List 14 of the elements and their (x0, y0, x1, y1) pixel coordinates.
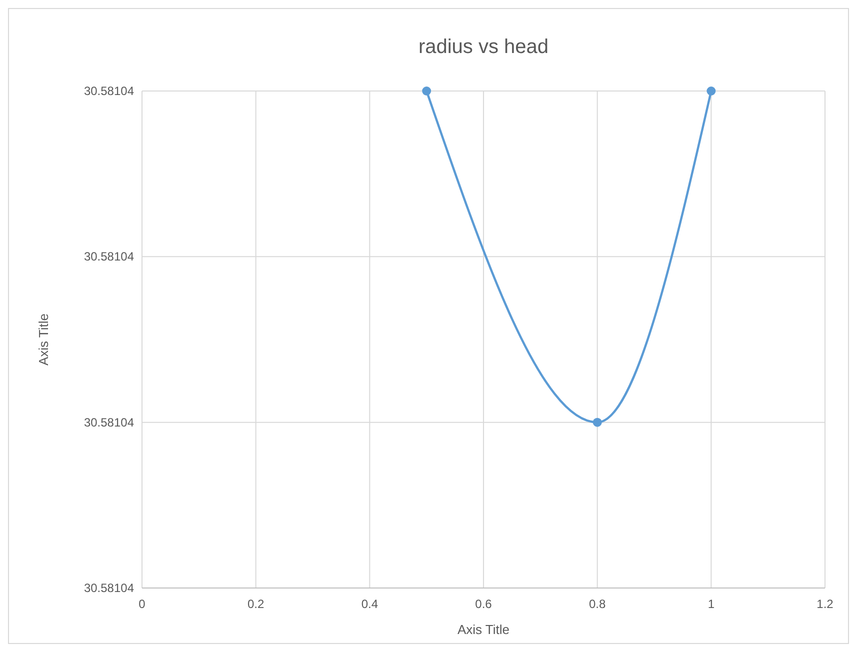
y-tick-label: 30.58104 (84, 250, 134, 264)
x-tick-label: 0.8 (588, 597, 606, 611)
x-tick-label: 0.2 (247, 597, 264, 611)
y-tick-label: 30.58104 (84, 84, 134, 98)
x-tick-label: 1.2 (816, 597, 834, 611)
x-tick-label: 0.6 (475, 597, 492, 611)
chart-title: radius vs head (418, 36, 549, 58)
x-axis-title: Axis Title (457, 622, 510, 637)
y-tick-label: 30.58104 (84, 581, 134, 595)
x-tick-label: 1 (708, 597, 715, 611)
y-axis-title: Axis Title (36, 313, 51, 366)
y-tick-label: 30.58104 (84, 415, 134, 430)
x-tick-label: 0.4 (361, 597, 378, 611)
x-tick-label: 0 (138, 597, 146, 611)
